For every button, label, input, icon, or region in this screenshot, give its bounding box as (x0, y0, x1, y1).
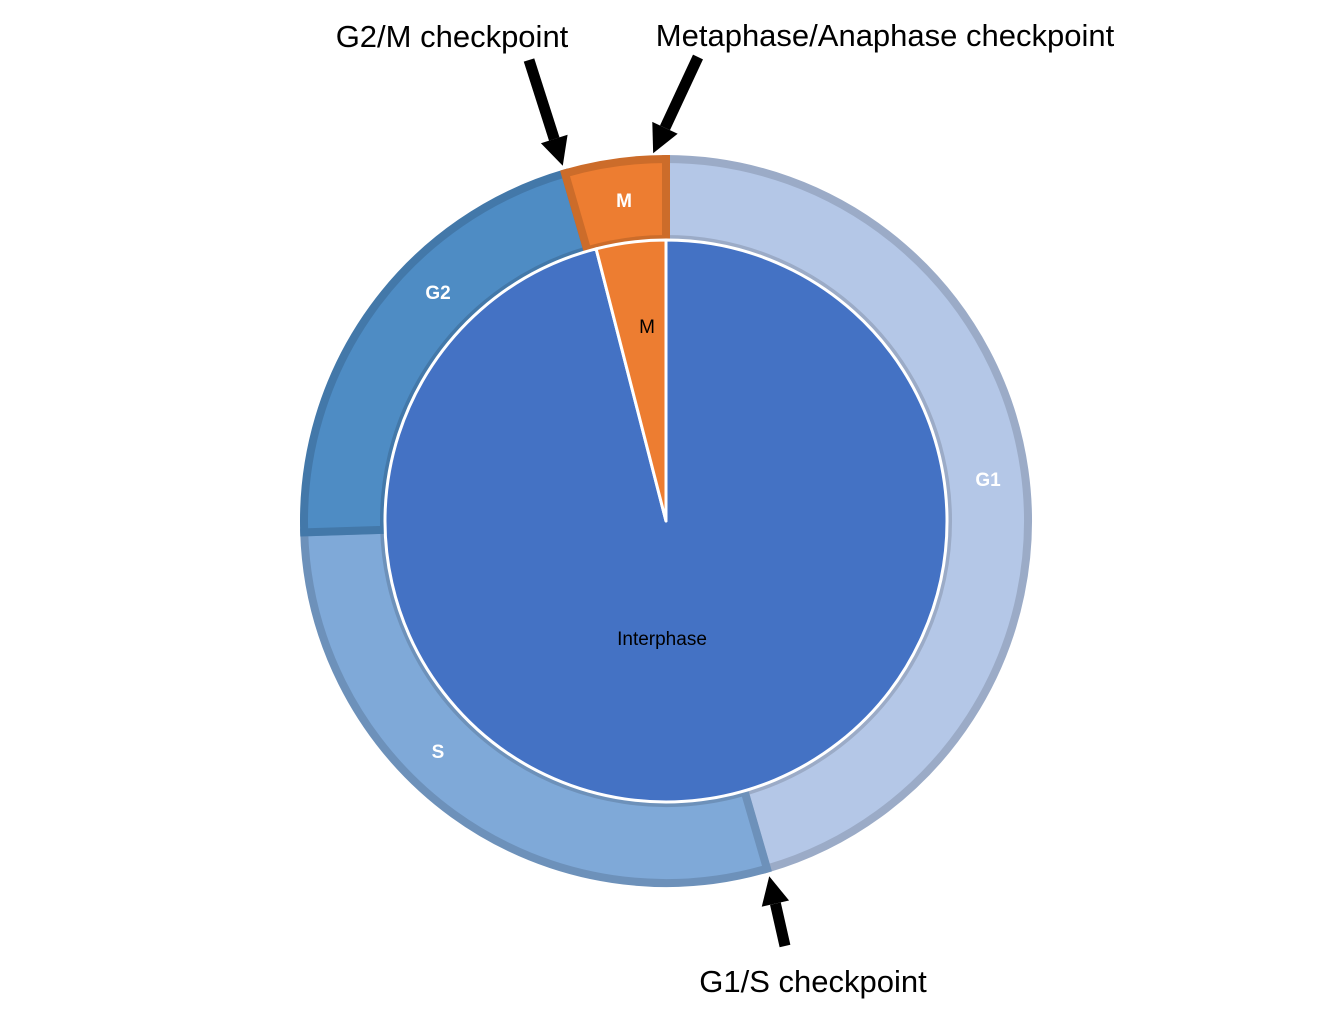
ring-label-g1: G1 (975, 470, 1001, 491)
pie-slice-m (594, 238, 668, 523)
meta-arrow-head (652, 121, 678, 154)
g1s-arrow-head (761, 876, 790, 907)
annotation-g2m: G2/M checkpoint (336, 19, 569, 54)
meta-arrow-shaft (659, 54, 703, 131)
ring-label-g2: G2 (425, 283, 450, 304)
ring-label-s: S (432, 742, 445, 763)
g1s-arrow-shaft (770, 902, 791, 948)
inner-label-m: M (639, 317, 655, 338)
annotation-meta: Metaphase/Anaphase checkpoint (656, 18, 1115, 53)
ring-label-m: M (616, 191, 632, 212)
inner-pie (383, 238, 949, 804)
g2m-arrow-shaft (523, 58, 560, 141)
annotation-g1s: G1/S checkpoint (699, 964, 927, 999)
inner-label-interphase: Interphase (617, 629, 707, 650)
labels: G2/M checkpoint Metaphase/Anaphase check… (336, 18, 1115, 999)
checkpoint-arrows (523, 54, 791, 948)
g2m-arrow-head (540, 134, 568, 166)
